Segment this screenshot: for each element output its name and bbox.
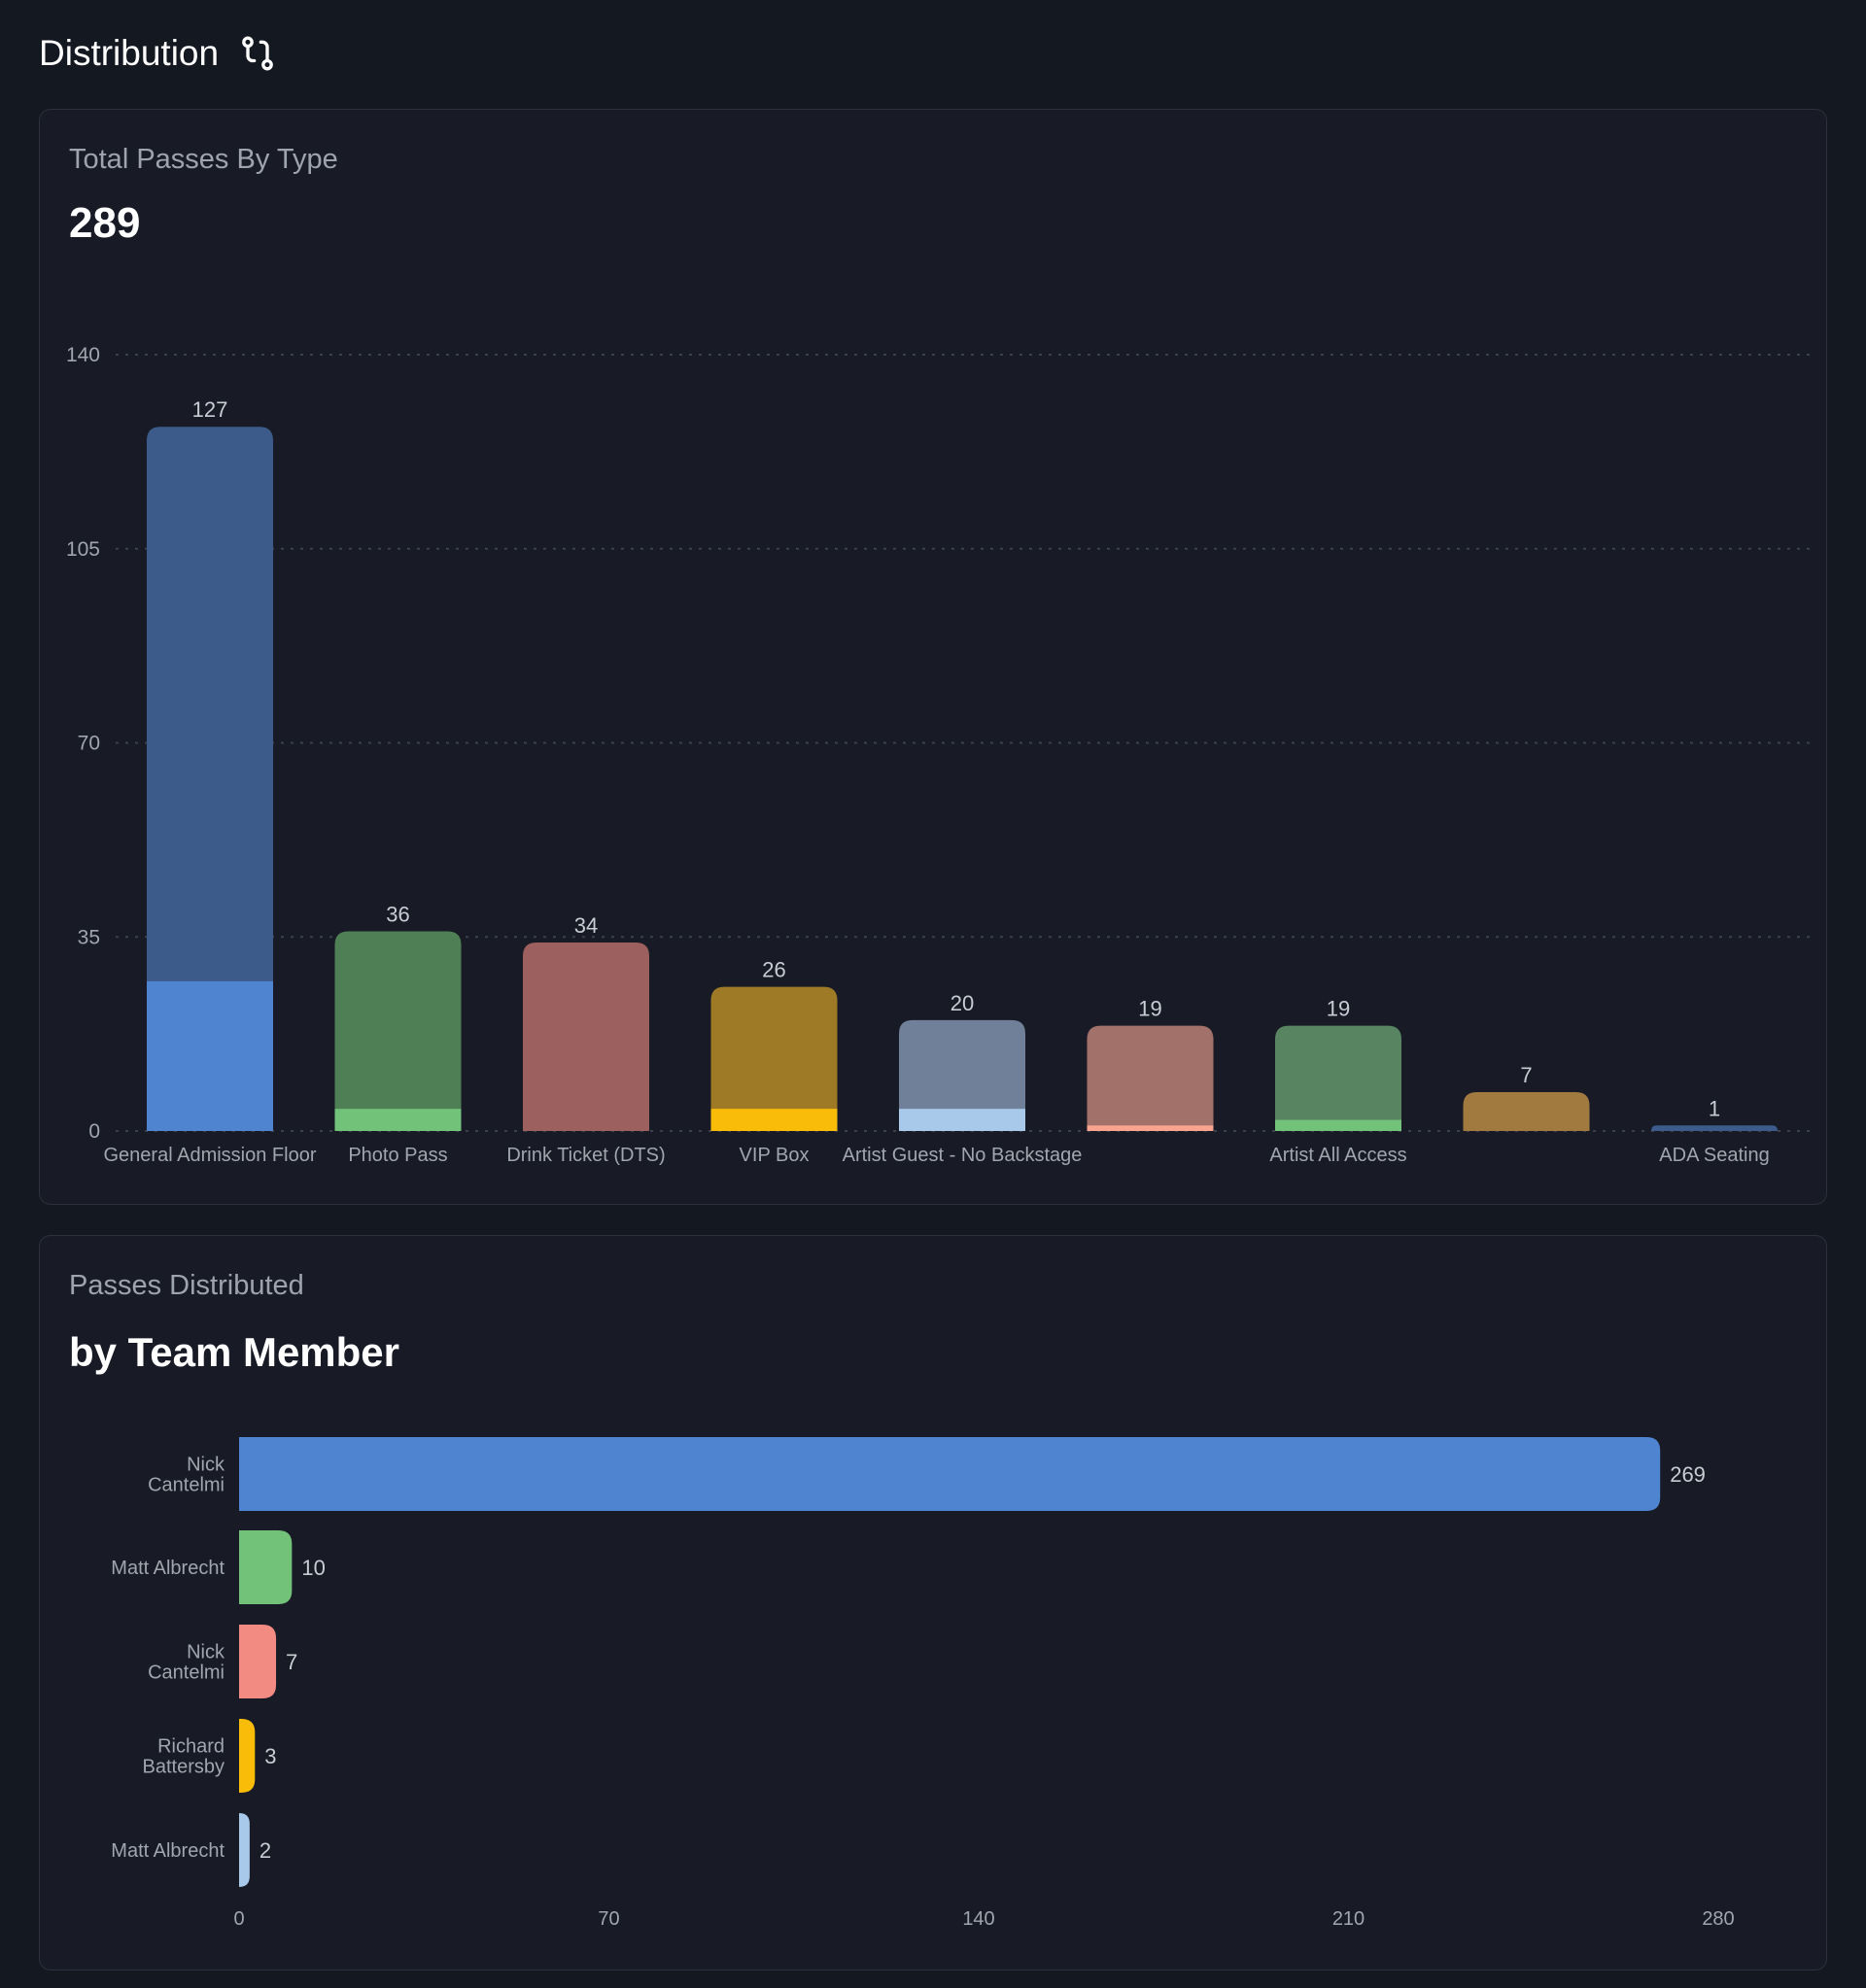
y-tick-label: Battersby	[143, 1757, 225, 1778]
data-label: 19	[1327, 997, 1350, 1021]
passes-by-type-card: Total Passes By Type 289 0 35 70 105 140 127 G…	[39, 109, 1827, 1205]
bar	[239, 1625, 277, 1698]
git-pull-request-icon	[242, 36, 273, 71]
y-tick-label: Nick	[187, 1455, 225, 1476]
data-label: 127	[192, 397, 228, 422]
passes-by-type-chart: 0 35 70 105 140 127 General Admission Floor 36 P…	[66, 344, 1811, 1166]
data-label: 36	[386, 903, 409, 927]
bar-distributed-segment	[1087, 1125, 1214, 1131]
bar	[1651, 1125, 1778, 1131]
bar-distributed-segment	[710, 1109, 838, 1131]
y-tick-label: Richard	[157, 1736, 225, 1758]
y-tick-label: Nick	[187, 1642, 225, 1663]
page-title: Distribution	[39, 33, 277, 74]
bar	[523, 942, 649, 1131]
data-label: 3	[264, 1744, 276, 1768]
x-tick-label: Drink Ticket (DTS)	[506, 1145, 665, 1166]
bar	[1275, 1025, 1401, 1131]
data-label: 10	[301, 1556, 325, 1580]
x-tick-label: 280	[1702, 1908, 1734, 1930]
x-tick-label: 210	[1332, 1908, 1365, 1930]
y-tick-label: Cantelmi	[148, 1475, 225, 1496]
bar	[239, 1813, 250, 1887]
data-label: 20	[950, 991, 974, 1015]
x-tick-label: Artist All Access	[1269, 1145, 1406, 1166]
card-subtitle: Passes Distributed	[69, 1270, 304, 1301]
bar-distributed-segment	[147, 980, 273, 1131]
bar	[710, 986, 838, 1131]
bar	[334, 931, 462, 1131]
bar	[239, 1530, 293, 1604]
bar	[1463, 1092, 1590, 1131]
x-tick-label: 0	[233, 1908, 244, 1930]
data-label: 1	[1709, 1096, 1720, 1120]
x-tick-label: 140	[962, 1908, 994, 1930]
y-tick-label: Matt Albrecht	[111, 1840, 225, 1862]
data-label: 2	[259, 1838, 271, 1863]
y-tick-label: 70	[78, 733, 100, 755]
data-label: 269	[1670, 1462, 1706, 1487]
card-title: by Team Member	[69, 1329, 399, 1375]
card-subtitle: Total Passes By Type	[69, 144, 338, 175]
x-tick-label: 70	[598, 1908, 619, 1930]
bar	[899, 1019, 1025, 1131]
x-tick-label: VIP Box	[740, 1145, 810, 1166]
y-tick-label: 105	[66, 538, 100, 561]
data-label: 26	[762, 958, 785, 982]
y-tick-label: Cantelmi	[148, 1662, 225, 1684]
y-tick-label: Matt Albrecht	[111, 1558, 225, 1579]
bar	[1087, 1025, 1214, 1131]
x-tick-label: ADA Seating	[1659, 1145, 1769, 1166]
bar	[239, 1719, 256, 1793]
x-tick-label: General Admission Floor	[104, 1145, 317, 1166]
data-label: 34	[574, 913, 598, 938]
passes-by-member-card: Passes Distributed by Team Member 0 70 140…	[39, 1235, 1827, 1971]
x-tick-label: Photo Pass	[348, 1145, 447, 1166]
y-tick-label: 35	[78, 926, 100, 948]
bar	[239, 1437, 1661, 1511]
y-tick-label: 0	[88, 1120, 100, 1143]
x-tick-label: Artist Guest - No Backstage	[843, 1145, 1083, 1166]
total-passes-value: 289	[69, 199, 141, 247]
bar	[147, 427, 273, 1131]
y-tick-label: 140	[66, 344, 100, 366]
bar-distributed-segment	[1275, 1119, 1401, 1131]
page-title-text: Distribution	[39, 33, 220, 73]
data-label: 19	[1138, 997, 1161, 1021]
data-label: 7	[286, 1650, 297, 1674]
data-label: 7	[1520, 1063, 1532, 1087]
bar-distributed-segment	[334, 1109, 462, 1131]
bar-distributed-segment	[899, 1109, 1025, 1131]
